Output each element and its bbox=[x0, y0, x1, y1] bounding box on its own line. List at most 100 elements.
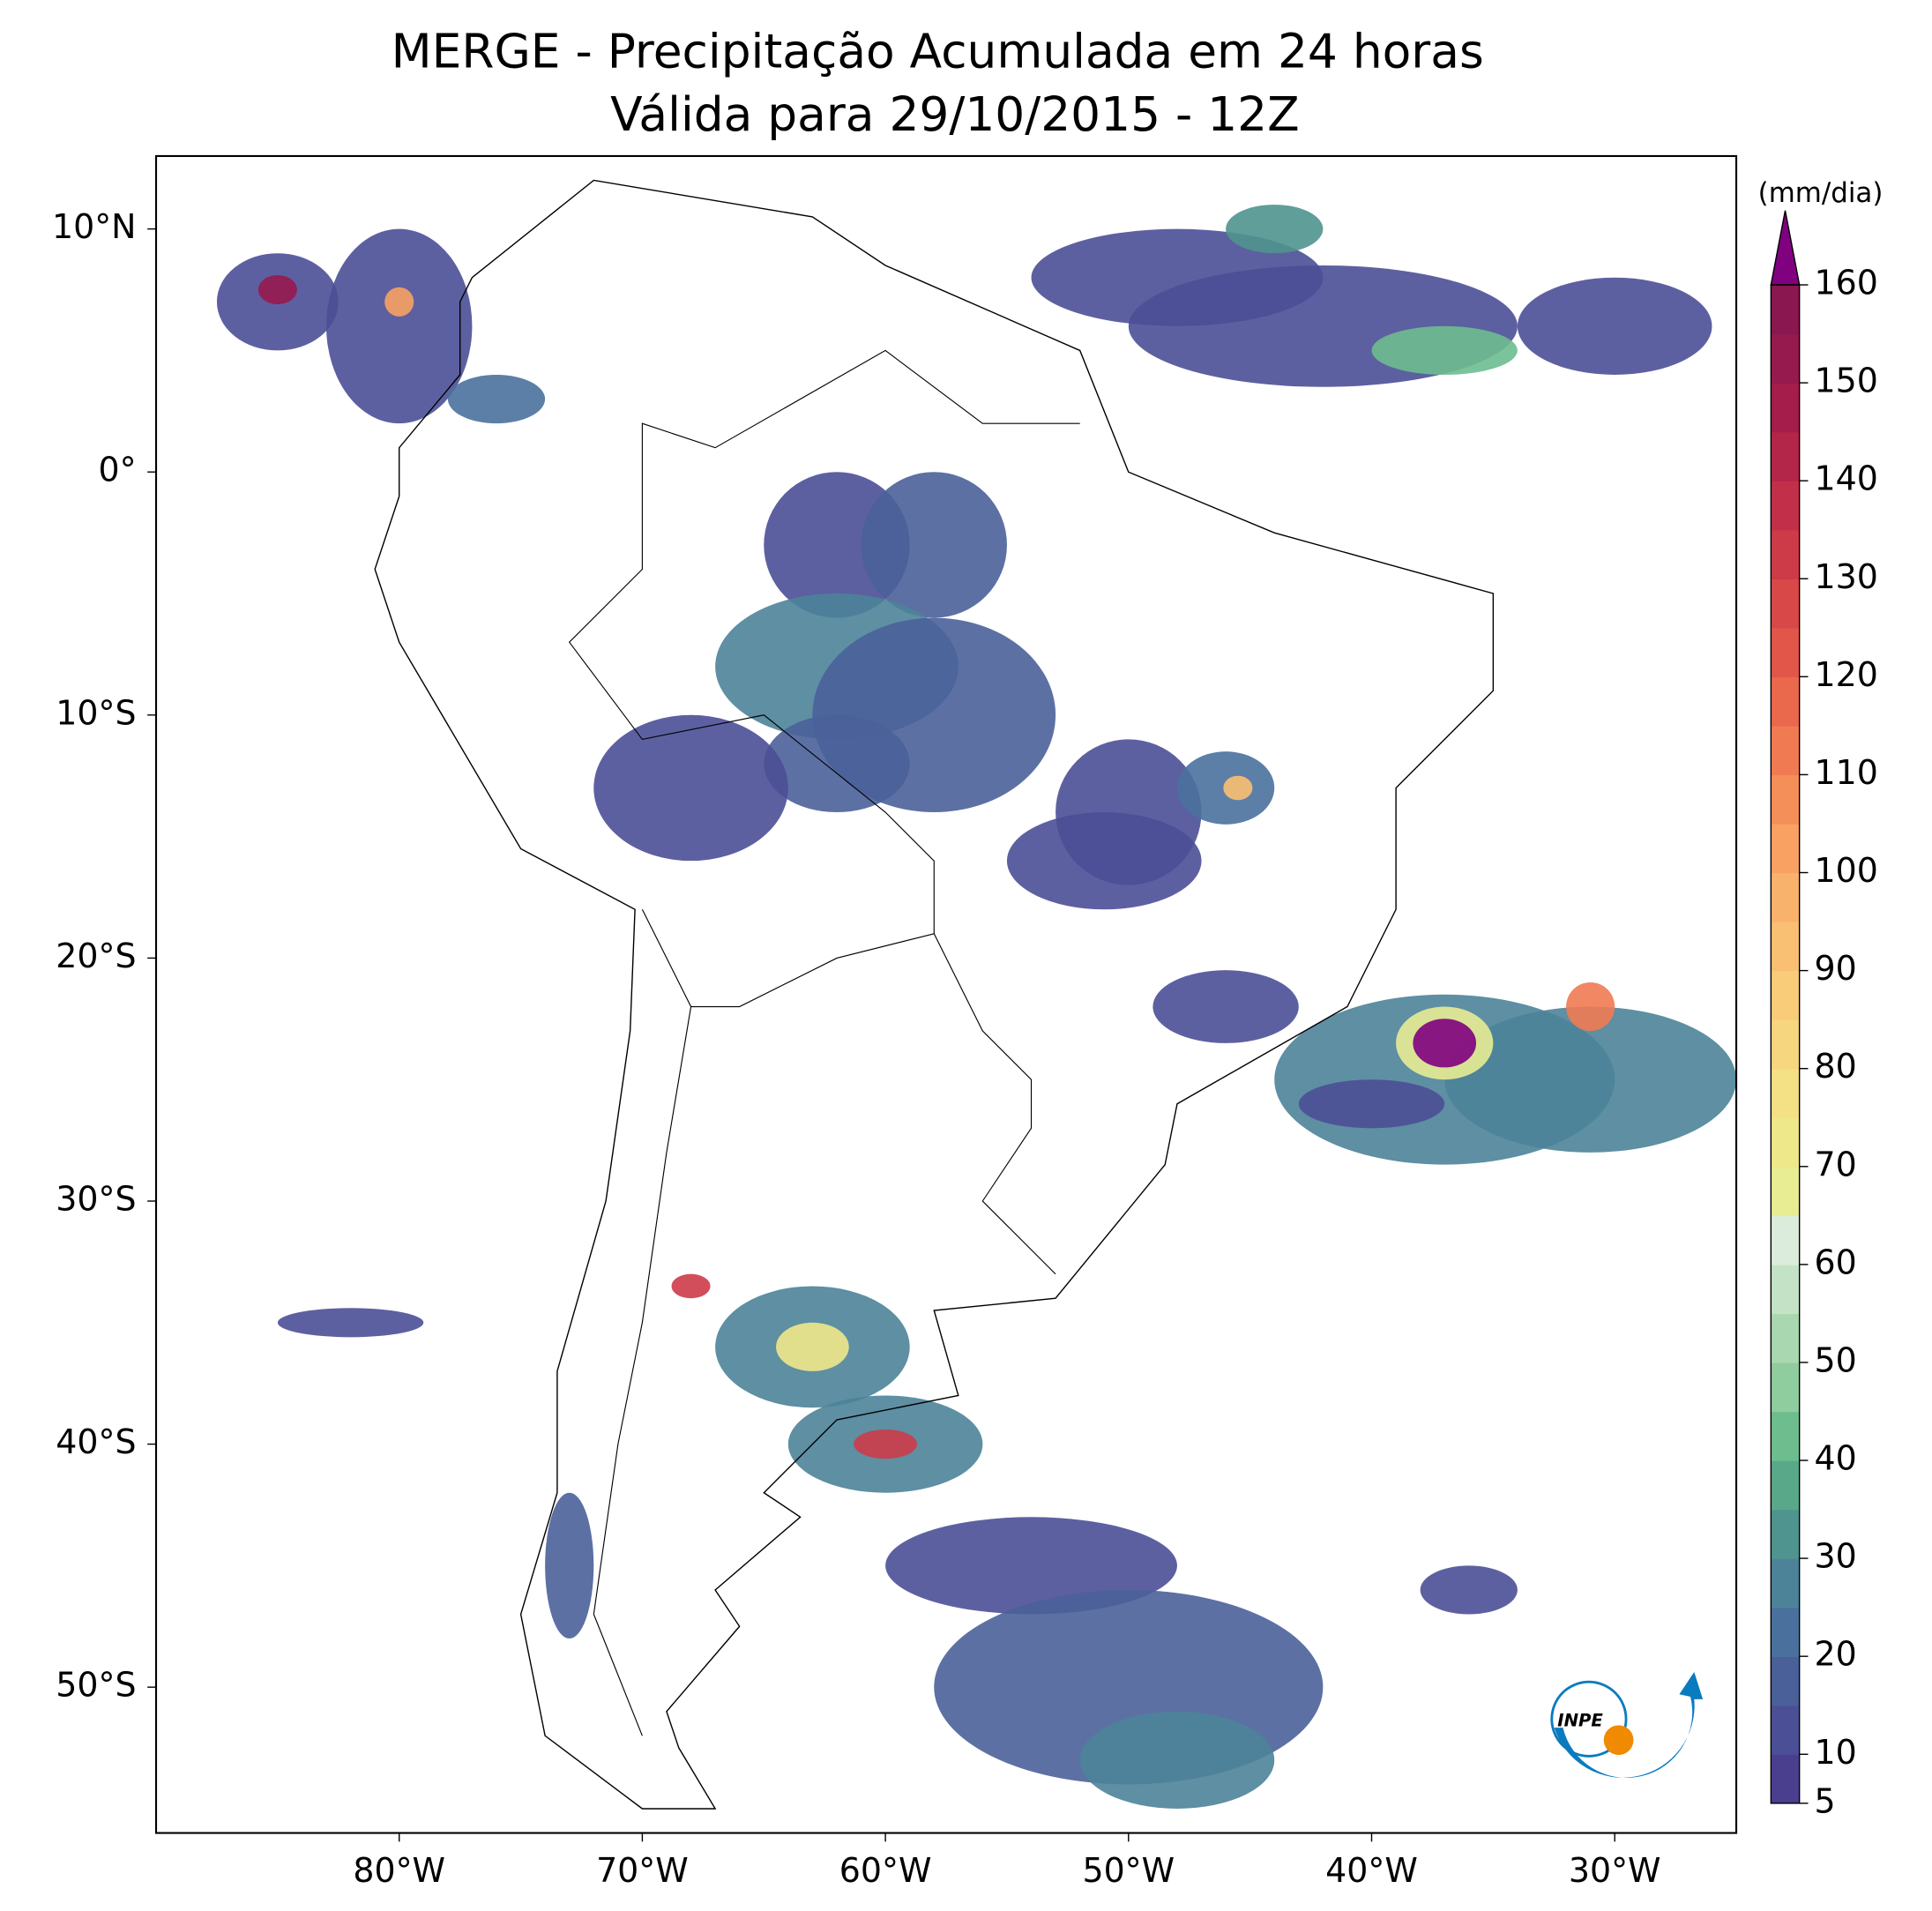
colorbar-segment bbox=[1771, 1362, 1800, 1413]
colorbar-frame bbox=[1770, 284, 1801, 1804]
colorbar-segment bbox=[1771, 1019, 1800, 1070]
precip-area bbox=[1566, 982, 1615, 1032]
precip-area bbox=[764, 714, 910, 813]
title: MERGE - Precipitação Acumulada em 24 hor… bbox=[392, 23, 1484, 78]
colorbar-tick-label: 130 bbox=[1815, 557, 1878, 596]
x-tick-label: 40°W bbox=[1325, 1851, 1418, 1890]
colorbar-tick-label: 20 bbox=[1815, 1635, 1857, 1674]
logo: INPE bbox=[1550, 1671, 1704, 1779]
precip-area bbox=[1371, 325, 1518, 375]
colorbar-segment bbox=[1771, 579, 1800, 629]
colorbar-tick-label: 30 bbox=[1815, 1537, 1857, 1576]
colorbar-segment bbox=[1771, 1705, 1800, 1755]
colorbar-segment bbox=[1771, 627, 1800, 678]
colorbar-tick-label: 120 bbox=[1815, 655, 1878, 694]
colorbar-segment bbox=[1771, 333, 1800, 384]
x-tick-label: 30°W bbox=[1569, 1851, 1661, 1890]
colorbar-tick-label: 40 bbox=[1815, 1439, 1857, 1478]
colorbar-segment bbox=[1771, 1607, 1800, 1657]
colorbar-segment bbox=[1771, 725, 1800, 776]
colorbar-tick-label: 50 bbox=[1815, 1340, 1857, 1379]
plot-frame bbox=[154, 154, 1738, 1834]
precip-area bbox=[447, 374, 546, 424]
logo-text: INPE bbox=[1557, 1711, 1603, 1731]
colorbar-segment bbox=[1771, 1411, 1800, 1461]
colorbar-segment bbox=[1771, 823, 1800, 874]
colorbar-segment bbox=[1771, 774, 1800, 825]
colorbar-segment bbox=[1771, 970, 1800, 1020]
precip-area bbox=[861, 472, 1007, 618]
colorbar-segment bbox=[1771, 1656, 1800, 1706]
colorbar-tick-label: 70 bbox=[1815, 1145, 1857, 1183]
country-border bbox=[593, 1006, 692, 1736]
x-tick-label: 60°W bbox=[839, 1851, 932, 1890]
colorbar-tick-label: 140 bbox=[1815, 459, 1878, 498]
colorbar-segment bbox=[1771, 1754, 1800, 1804]
y-tick-label: 10°N bbox=[52, 207, 137, 246]
x-tick-label: 70°W bbox=[596, 1851, 689, 1890]
precip-area bbox=[257, 274, 297, 305]
colorbar-segment bbox=[1771, 285, 1800, 335]
colorbar-tick-label: 90 bbox=[1815, 949, 1857, 988]
colorbar-extend bbox=[1770, 210, 1801, 286]
colorbar-segment bbox=[1771, 1068, 1800, 1118]
colorbar-segment bbox=[1771, 1166, 1800, 1217]
precip-area bbox=[1298, 1079, 1445, 1129]
y-tick-label: 50°S bbox=[56, 1666, 136, 1705]
colorbar-tick-label: 100 bbox=[1815, 851, 1878, 890]
colorbar-tick-label: 10 bbox=[1815, 1733, 1857, 1772]
precip-area bbox=[326, 228, 473, 424]
precip-area bbox=[1226, 205, 1324, 254]
colorbar-tick-label: 5 bbox=[1815, 1781, 1836, 1820]
colorbar-segment bbox=[1771, 1117, 1800, 1168]
colorbar-tick-label: 160 bbox=[1815, 264, 1878, 302]
plot-area bbox=[216, 179, 1737, 1810]
coastline bbox=[374, 179, 1495, 1810]
precip-area bbox=[1079, 1711, 1275, 1809]
precip-area bbox=[1444, 1006, 1737, 1153]
colorbar-segment bbox=[1771, 529, 1800, 579]
precip-area bbox=[1152, 970, 1299, 1043]
colorbar-segment bbox=[1771, 431, 1800, 481]
precip-area bbox=[1413, 1019, 1477, 1068]
colorbar-segment bbox=[1771, 383, 1800, 433]
precip-area bbox=[885, 1517, 1177, 1615]
subtitle: Válida para 29/10/2015 - 12Z bbox=[610, 86, 1300, 142]
precip-area bbox=[776, 1322, 849, 1371]
precip-area bbox=[1420, 1565, 1518, 1615]
y-tick-label: 20°S bbox=[56, 937, 136, 975]
colorbar-segment bbox=[1771, 1215, 1800, 1265]
colorbar-segment bbox=[1771, 1460, 1800, 1511]
colorbar-segment bbox=[1771, 481, 1800, 531]
precip-area bbox=[277, 1308, 424, 1338]
colorbar-segment bbox=[1771, 1264, 1800, 1315]
colorbar-segment bbox=[1771, 872, 1800, 922]
x-tick-label: 50°W bbox=[1082, 1851, 1175, 1890]
y-tick-label: 30°S bbox=[56, 1179, 136, 1218]
precip-area bbox=[593, 714, 788, 862]
precip-area bbox=[854, 1430, 917, 1459]
precip-area bbox=[1517, 277, 1712, 375]
colorbar-segment bbox=[1771, 1509, 1800, 1559]
colorbar-tick-label: 110 bbox=[1815, 753, 1878, 792]
y-tick-label: 40°S bbox=[56, 1422, 136, 1461]
colorbar-segment bbox=[1771, 676, 1800, 727]
precip-area bbox=[671, 1273, 711, 1299]
x-tick-label: 80°W bbox=[353, 1851, 445, 1890]
colorbar-label: (mm/dia) bbox=[1758, 177, 1884, 209]
y-tick-label: 0° bbox=[98, 451, 136, 489]
colorbar-tick-label: 80 bbox=[1815, 1047, 1857, 1086]
country-border bbox=[568, 349, 1080, 1008]
y-tick-label: 10°S bbox=[56, 693, 136, 732]
colorbar-segment bbox=[1771, 922, 1800, 972]
precip-area bbox=[545, 1492, 594, 1639]
precip-area bbox=[1006, 812, 1202, 910]
colorbar-tick-label: 60 bbox=[1815, 1243, 1857, 1281]
colorbar-segment bbox=[1771, 1313, 1800, 1363]
colorbar-segment bbox=[1771, 1558, 1800, 1609]
colorbar-tick-label: 150 bbox=[1815, 362, 1878, 400]
country-border bbox=[933, 933, 1056, 1275]
precip-area bbox=[1223, 775, 1253, 801]
precip-area bbox=[384, 287, 414, 317]
